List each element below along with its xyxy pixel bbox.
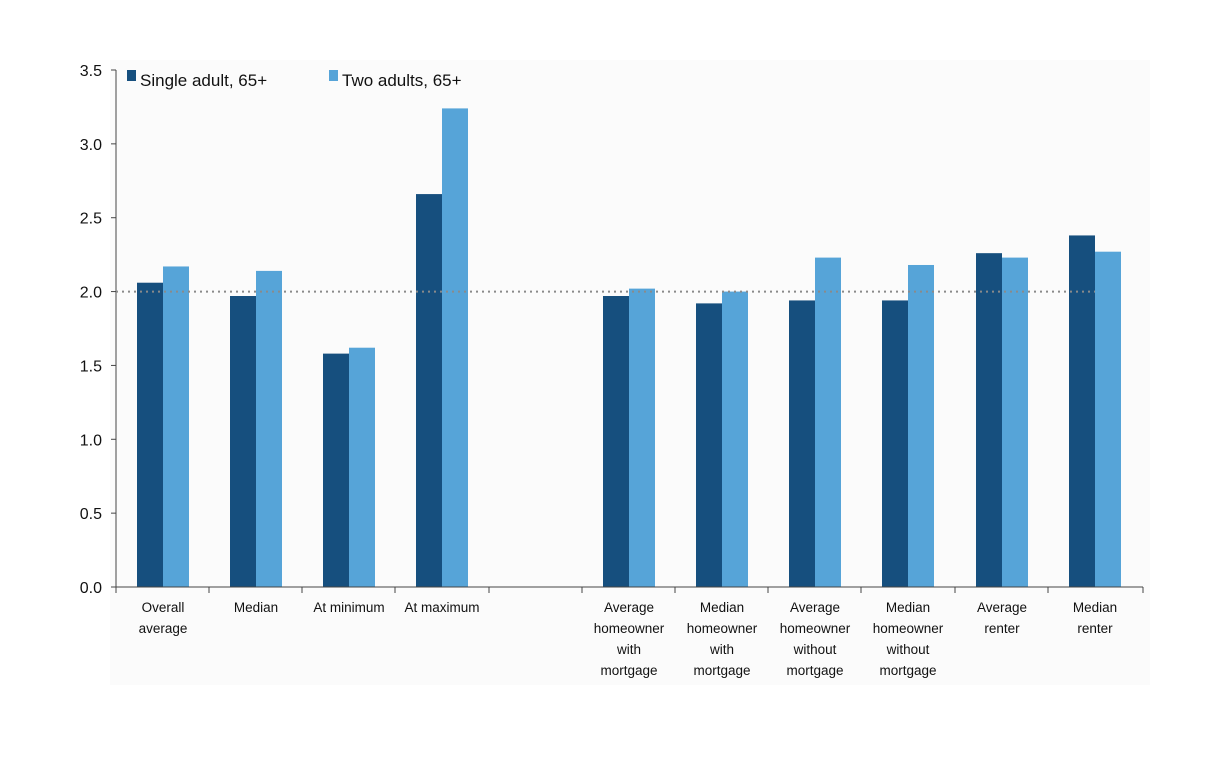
category-label-line: with bbox=[616, 642, 641, 657]
category-label-line: without bbox=[793, 642, 837, 657]
bar-single-adult bbox=[323, 353, 349, 587]
y-tick-label: 0.0 bbox=[80, 580, 102, 597]
category-label-line: mortgage bbox=[879, 663, 936, 678]
bar-single-adult bbox=[696, 303, 722, 587]
category-label-line: Overall bbox=[142, 600, 185, 615]
bar-two-adults bbox=[815, 257, 841, 587]
category-label-line: renter bbox=[984, 621, 1020, 636]
category-label-line: Median bbox=[886, 600, 930, 615]
y-axis: 0.0 0.5 1.0 1.5 2.0 2.5 3.0 3.5 bbox=[80, 63, 117, 597]
category-label: At minimum bbox=[313, 600, 384, 615]
category-label-line: homeowner bbox=[873, 621, 944, 636]
y-tick-label: 1.5 bbox=[80, 358, 102, 375]
bar-two-adults bbox=[908, 264, 934, 587]
bar-single-adult bbox=[882, 300, 908, 587]
bar-two-adults bbox=[722, 291, 748, 587]
bar-single-adult bbox=[603, 296, 629, 587]
category-label-line: with bbox=[709, 642, 734, 657]
y-tick-label: 2.0 bbox=[80, 285, 102, 302]
legend-swatch bbox=[329, 70, 338, 81]
category-label-line: Average bbox=[977, 600, 1027, 615]
category-label-line: homeowner bbox=[594, 621, 665, 636]
bar-two-adults bbox=[256, 270, 282, 587]
legend-label: Two adults, 65+ bbox=[342, 71, 462, 90]
category-label-line: Median bbox=[1073, 600, 1117, 615]
y-tick-label: 1.0 bbox=[80, 432, 102, 449]
category-label: Median bbox=[234, 600, 278, 615]
category-label-line: mortgage bbox=[693, 663, 750, 678]
y-tick-label: 0.5 bbox=[80, 506, 102, 523]
category-label-line: At maximum bbox=[404, 600, 479, 615]
y-tick-label: 3.0 bbox=[80, 137, 102, 154]
bar-two-adults bbox=[1095, 251, 1121, 587]
legend-label: Single adult, 65+ bbox=[140, 71, 267, 90]
category-label-line: Average bbox=[604, 600, 654, 615]
bar-single-adult bbox=[976, 253, 1002, 587]
category-label: Average homeowner without mortgage bbox=[780, 600, 851, 678]
category-label-line: without bbox=[886, 642, 930, 657]
category-label-line: At minimum bbox=[313, 600, 384, 615]
category-label-line: mortgage bbox=[600, 663, 657, 678]
category-label: Overall average bbox=[139, 600, 188, 636]
category-label: Median renter bbox=[1073, 600, 1117, 636]
bar-two-adults bbox=[442, 108, 468, 588]
category-label-line: Median bbox=[700, 600, 744, 615]
category-label: Median homeowner with mortgage bbox=[687, 600, 758, 678]
bar-single-adult bbox=[1069, 235, 1095, 587]
bar-single-adult bbox=[416, 194, 442, 587]
category-label-line: renter bbox=[1077, 621, 1113, 636]
category-label-line: homeowner bbox=[780, 621, 851, 636]
bars bbox=[137, 108, 1121, 588]
category-label-line: Median bbox=[234, 600, 278, 615]
category-label: Average homeowner with mortgage bbox=[594, 600, 665, 678]
bar-two-adults bbox=[629, 288, 655, 587]
legend: Single adult, 65+ Two adults, 65+ bbox=[127, 70, 462, 90]
legend-swatch bbox=[127, 70, 136, 81]
bar-single-adult bbox=[137, 282, 163, 587]
category-label-line: average bbox=[139, 621, 188, 636]
bar-single-adult bbox=[230, 296, 256, 587]
category-label: Median homeowner without mortgage bbox=[873, 600, 944, 678]
bar-single-adult bbox=[789, 300, 815, 587]
category-label-line: mortgage bbox=[786, 663, 843, 678]
bar-two-adults bbox=[349, 347, 375, 587]
bar-two-adults bbox=[163, 266, 189, 587]
category-label-line: Average bbox=[790, 600, 840, 615]
category-label: Average renter bbox=[977, 600, 1027, 636]
category-label-line: homeowner bbox=[687, 621, 758, 636]
y-tick-label: 3.5 bbox=[80, 63, 102, 80]
x-axis: Overall average Median At minimum At maximum… bbox=[115, 586, 1144, 678]
category-label: At maximum bbox=[404, 600, 479, 615]
bar-two-adults bbox=[1002, 257, 1028, 587]
y-tick-label: 2.5 bbox=[80, 211, 102, 228]
